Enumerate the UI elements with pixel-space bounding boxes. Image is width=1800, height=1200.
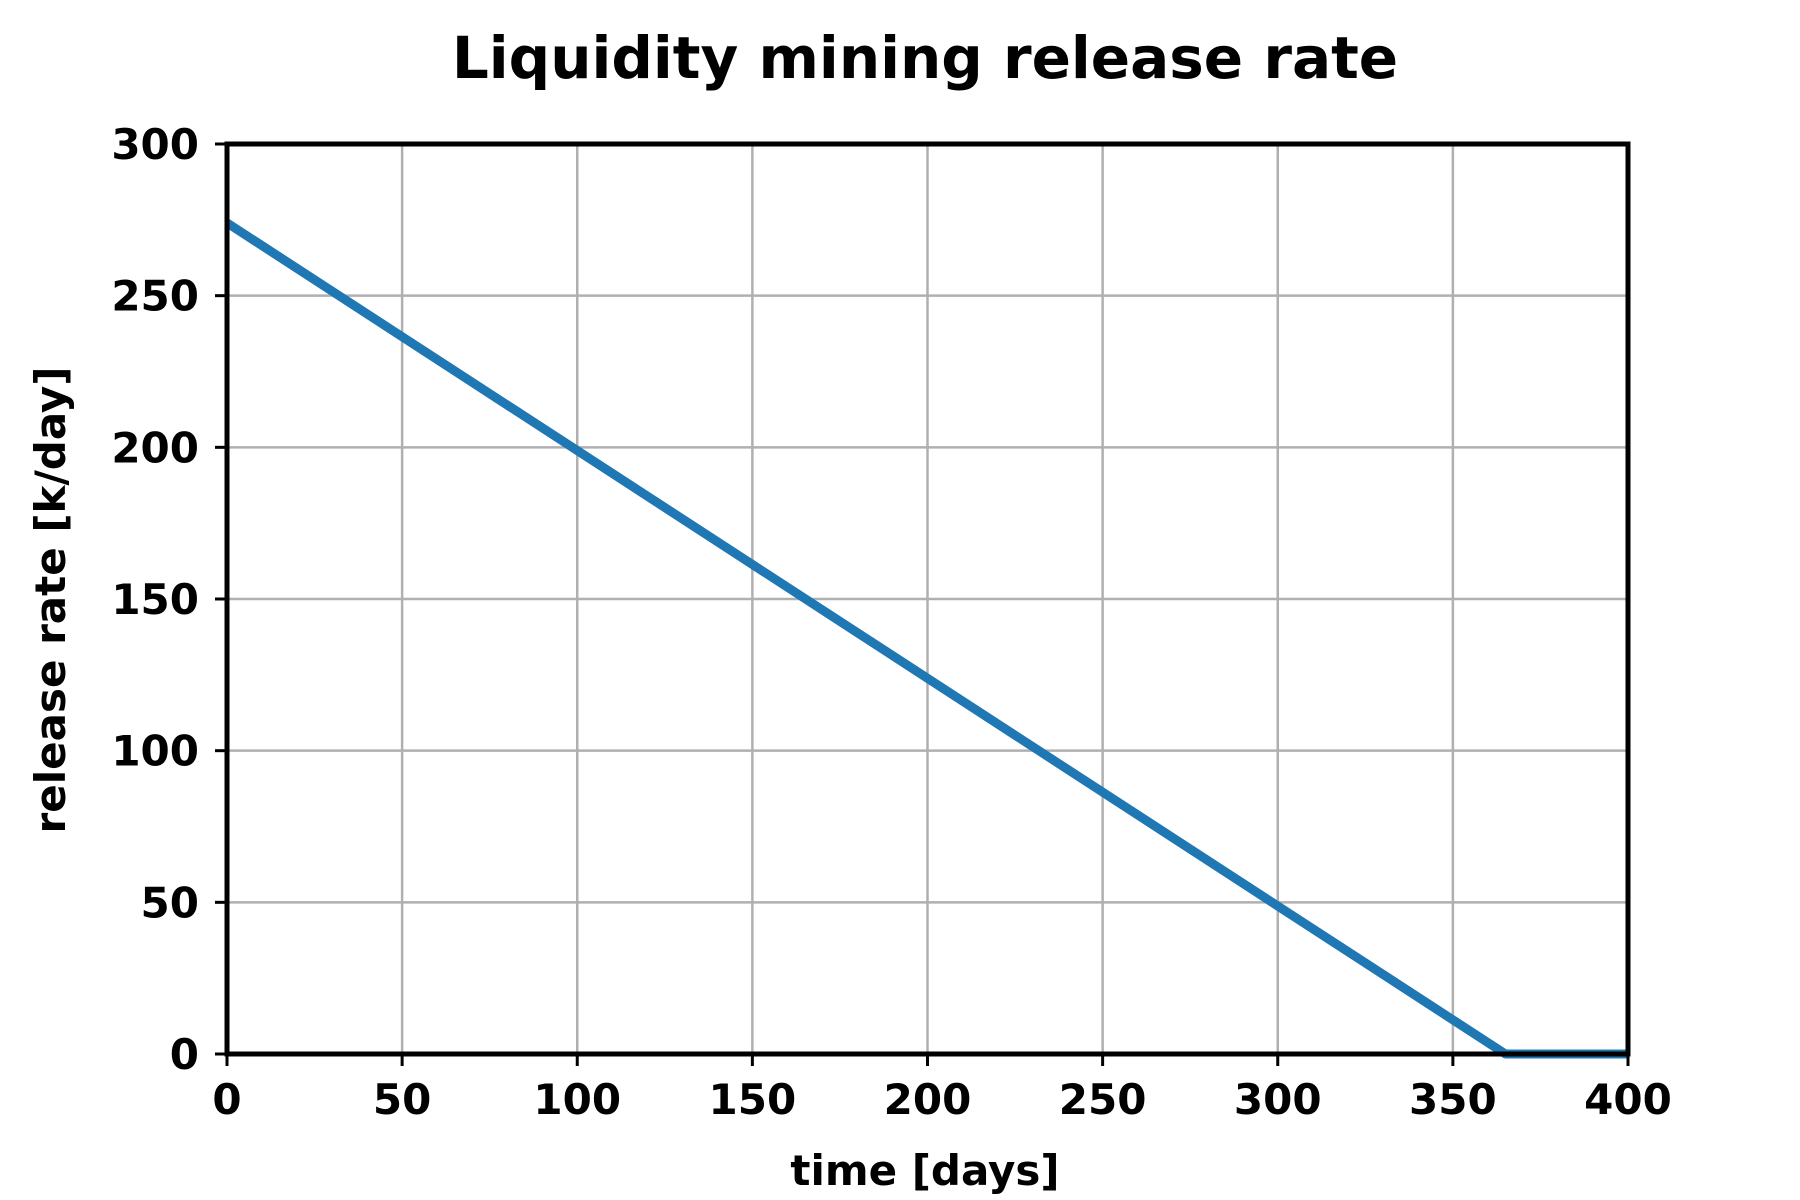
x-axis-ticks: 0 50 100 150 200 250 300 350 400 — [212, 1054, 1672, 1124]
y-axis-ticks: 0 50 100 150 200 250 300 — [111, 120, 227, 1079]
y-tick-label: 200 — [111, 423, 199, 472]
x-tick-label: 100 — [533, 1075, 621, 1124]
y-tick-label: 250 — [111, 272, 199, 321]
y-tick-label: 50 — [141, 878, 199, 927]
y-tick-label: 150 — [111, 575, 199, 624]
y-axis-label: release rate [k/day] — [26, 367, 75, 834]
grid — [225, 142, 1630, 1056]
x-tick-label: 150 — [709, 1075, 797, 1124]
y-tick-label: 300 — [111, 120, 199, 169]
x-tick-label: 400 — [1584, 1075, 1672, 1124]
x-tick-label: 300 — [1234, 1075, 1322, 1124]
x-tick-label: 250 — [1059, 1075, 1147, 1124]
x-tick-label: 350 — [1409, 1075, 1497, 1124]
x-tick-label: 0 — [212, 1075, 241, 1124]
x-tick-label: 50 — [373, 1075, 431, 1124]
y-tick-label: 0 — [170, 1030, 199, 1079]
chart-title: Liquidity mining release rate — [452, 24, 1398, 92]
x-axis-label: time [days] — [790, 1146, 1059, 1195]
x-tick-label: 200 — [884, 1075, 972, 1124]
y-tick-label: 100 — [111, 727, 199, 776]
